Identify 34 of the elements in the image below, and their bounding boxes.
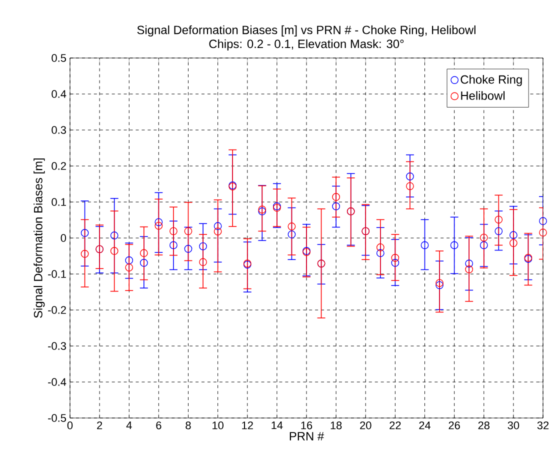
x-tick-label: 30 xyxy=(508,422,520,430)
x-tick-label: 2 xyxy=(97,422,102,430)
y-tick-label: 0.4 xyxy=(52,90,66,98)
y-tick-label: -0.3 xyxy=(48,342,66,350)
x-tick-label: 4 xyxy=(126,422,132,430)
legend-label: Helibowl xyxy=(461,91,505,100)
y-tick-label: -0.1 xyxy=(48,270,66,278)
x-tick-label: 8 xyxy=(186,422,191,430)
x-axis-title: PRN # xyxy=(290,432,324,440)
x-tick-label: 18 xyxy=(330,422,342,430)
y-tick-label: -0.4 xyxy=(48,378,66,386)
chart-subtitle: Chips: 0.2 - 0.1, Elevation Mask: 30° xyxy=(209,39,404,50)
x-tick-label: 32 xyxy=(537,422,549,430)
x-tick-label: 16 xyxy=(301,422,312,430)
y-tick-label: 0.2 xyxy=(52,162,66,170)
y-tick-label: -0.2 xyxy=(48,306,66,314)
y-tick-label: 0.3 xyxy=(52,126,66,134)
x-tick-label: 12 xyxy=(242,422,253,430)
y-tick-label: 0 xyxy=(60,234,66,242)
y-axis-title: Signal Deformation Biases [m] xyxy=(34,158,45,318)
x-tick-label: 0 xyxy=(67,422,73,430)
x-tick-label: 26 xyxy=(448,422,460,430)
x-tick-label: 20 xyxy=(360,422,372,430)
legend-label: Choke Ring xyxy=(460,74,522,86)
y-tick-label: 0.5 xyxy=(52,54,66,62)
x-tick-label: 10 xyxy=(212,422,224,430)
y-tick-label: -0.5 xyxy=(48,414,66,422)
chart-title: Signal Deformation Biases [m] vs PRN # - Choke Ring, Helibowl xyxy=(137,25,476,37)
x-tick-label: 28 xyxy=(478,422,490,430)
y-tick-label: 0.1 xyxy=(52,198,66,206)
x-tick-label: 24 xyxy=(419,422,431,430)
x-tick-label: 6 xyxy=(156,422,162,430)
x-tick-label: 22 xyxy=(390,422,401,430)
x-tick-label: 14 xyxy=(272,422,283,430)
